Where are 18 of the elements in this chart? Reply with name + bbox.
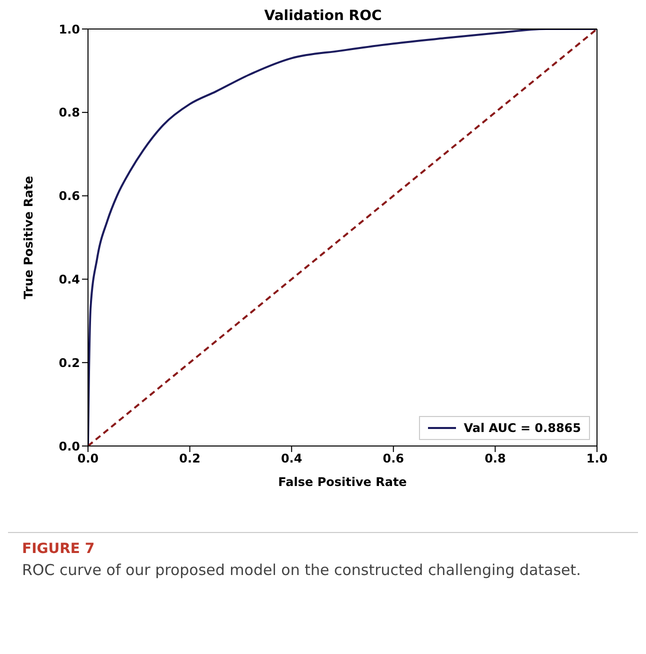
x-tick-label: 0.4	[280, 452, 302, 466]
y-tick-label: 1.0	[58, 22, 80, 36]
y-tick-label: 0.8	[58, 106, 80, 120]
y-tick-label: 0.4	[58, 272, 80, 286]
legend-label: Val AUC = 0.8865	[464, 421, 581, 435]
caption: FIGURE 7	[22, 541, 96, 557]
x-tick-label: 0.8	[484, 452, 506, 466]
x-tick-label: 0.2	[179, 452, 200, 466]
x-tick-label: 0.0	[77, 452, 99, 466]
y-axis-title: True Positive Rate	[21, 176, 36, 300]
text: ROC curve of our proposed model on the constructed challenging dataset.	[22, 561, 582, 579]
x-axis-title: False Positive Rate	[278, 475, 407, 489]
y-tick-label: 0.0	[58, 439, 80, 454]
y-tick-label: 0.6	[58, 189, 80, 204]
chart-title: Validation ROC	[263, 8, 383, 24]
x-tick-label: 1.0	[586, 452, 608, 466]
x-tick-label: 0.6	[382, 452, 404, 466]
y-tick-label: 0.2	[58, 356, 80, 370]
